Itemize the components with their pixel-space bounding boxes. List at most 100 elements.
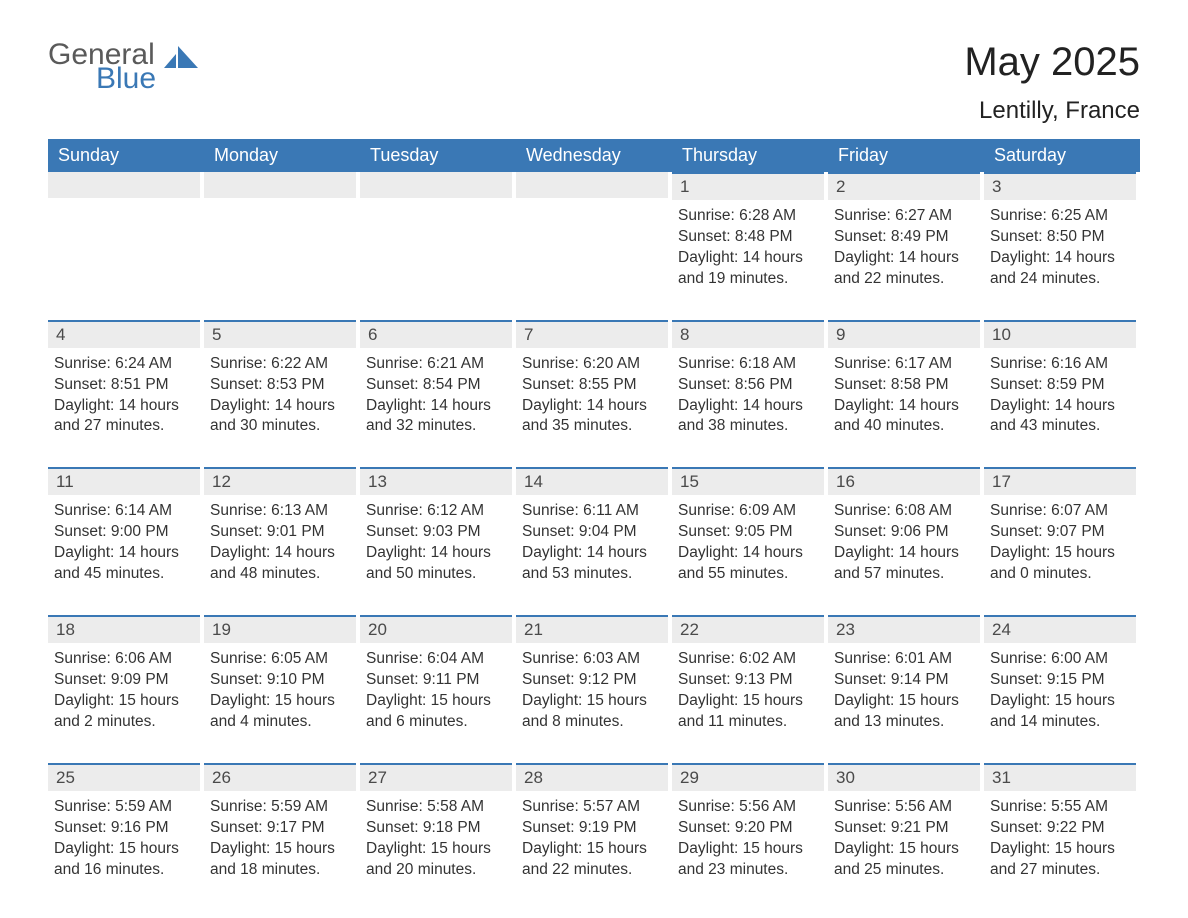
day-body: Sunrise: 6:00 AMSunset: 9:15 PMDaylight:… — [984, 643, 1136, 733]
day-cell: 13Sunrise: 6:12 AMSunset: 9:03 PMDayligh… — [360, 467, 516, 585]
day-number: 2 — [828, 172, 980, 200]
day-header-row: Sunday Monday Tuesday Wednesday Thursday… — [48, 139, 1140, 172]
sunset-text: Sunset: 8:55 PM — [522, 375, 662, 396]
day-cell: 20Sunrise: 6:04 AMSunset: 9:11 PMDayligh… — [360, 615, 516, 733]
dl1-text: Daylight: 15 hours — [834, 839, 974, 860]
dl1-text: Daylight: 15 hours — [678, 691, 818, 712]
dl1-text: Daylight: 14 hours — [834, 248, 974, 269]
day-cell — [516, 172, 672, 290]
week-row: 25Sunrise: 5:59 AMSunset: 9:16 PMDayligh… — [48, 763, 1140, 881]
dl2-text: and 19 minutes. — [678, 269, 818, 290]
day-cell: 11Sunrise: 6:14 AMSunset: 9:00 PMDayligh… — [48, 467, 204, 585]
dl2-text: and 13 minutes. — [834, 712, 974, 733]
sunrise-text: Sunrise: 6:11 AM — [522, 501, 662, 522]
day-number: 22 — [672, 615, 824, 643]
day-body: Sunrise: 6:25 AMSunset: 8:50 PMDaylight:… — [984, 200, 1136, 290]
sunset-text: Sunset: 8:48 PM — [678, 227, 818, 248]
dl2-text: and 6 minutes. — [366, 712, 506, 733]
day-cell: 22Sunrise: 6:02 AMSunset: 9:13 PMDayligh… — [672, 615, 828, 733]
day-body: Sunrise: 6:11 AMSunset: 9:04 PMDaylight:… — [516, 495, 668, 585]
dl1-text: Daylight: 15 hours — [678, 839, 818, 860]
week-row: 4Sunrise: 6:24 AMSunset: 8:51 PMDaylight… — [48, 320, 1140, 438]
dl2-text: and 55 minutes. — [678, 564, 818, 585]
dl1-text: Daylight: 14 hours — [54, 396, 194, 417]
sunrise-text: Sunrise: 5:59 AM — [210, 797, 350, 818]
dl1-text: Daylight: 15 hours — [210, 839, 350, 860]
sunset-text: Sunset: 9:00 PM — [54, 522, 194, 543]
dl2-text: and 30 minutes. — [210, 416, 350, 437]
day-body: Sunrise: 6:03 AMSunset: 9:12 PMDaylight:… — [516, 643, 668, 733]
dl1-text: Daylight: 14 hours — [834, 396, 974, 417]
day-body: Sunrise: 6:28 AMSunset: 8:48 PMDaylight:… — [672, 200, 824, 290]
day-body: Sunrise: 6:13 AMSunset: 9:01 PMDaylight:… — [204, 495, 356, 585]
day-body: Sunrise: 5:56 AMSunset: 9:20 PMDaylight:… — [672, 791, 824, 881]
dl1-text: Daylight: 14 hours — [990, 396, 1130, 417]
sunset-text: Sunset: 8:53 PM — [210, 375, 350, 396]
dl1-text: Daylight: 15 hours — [366, 839, 506, 860]
dl1-text: Daylight: 14 hours — [678, 396, 818, 417]
day-cell: 17Sunrise: 6:07 AMSunset: 9:07 PMDayligh… — [984, 467, 1140, 585]
day-body: Sunrise: 6:06 AMSunset: 9:09 PMDaylight:… — [48, 643, 200, 733]
day-cell: 30Sunrise: 5:56 AMSunset: 9:21 PMDayligh… — [828, 763, 984, 881]
sunrise-text: Sunrise: 6:28 AM — [678, 206, 818, 227]
day-cell: 31Sunrise: 5:55 AMSunset: 9:22 PMDayligh… — [984, 763, 1140, 881]
sunset-text: Sunset: 9:01 PM — [210, 522, 350, 543]
day-body: Sunrise: 6:16 AMSunset: 8:59 PMDaylight:… — [984, 348, 1136, 438]
day-cell: 1Sunrise: 6:28 AMSunset: 8:48 PMDaylight… — [672, 172, 828, 290]
col-friday: Friday — [828, 139, 984, 172]
sunrise-text: Sunrise: 6:08 AM — [834, 501, 974, 522]
day-body: Sunrise: 6:27 AMSunset: 8:49 PMDaylight:… — [828, 200, 980, 290]
dl2-text: and 40 minutes. — [834, 416, 974, 437]
day-number: 6 — [360, 320, 512, 348]
sunset-text: Sunset: 9:15 PM — [990, 670, 1130, 691]
dl1-text: Daylight: 14 hours — [678, 248, 818, 269]
day-cell: 4Sunrise: 6:24 AMSunset: 8:51 PMDaylight… — [48, 320, 204, 438]
sunrise-text: Sunrise: 5:57 AM — [522, 797, 662, 818]
day-number: 15 — [672, 467, 824, 495]
day-body: Sunrise: 6:18 AMSunset: 8:56 PMDaylight:… — [672, 348, 824, 438]
day-cell: 27Sunrise: 5:58 AMSunset: 9:18 PMDayligh… — [360, 763, 516, 881]
sunset-text: Sunset: 9:07 PM — [990, 522, 1130, 543]
col-wednesday: Wednesday — [516, 139, 672, 172]
dl2-text: and 50 minutes. — [366, 564, 506, 585]
day-cell — [360, 172, 516, 290]
dl2-text: and 35 minutes. — [522, 416, 662, 437]
sunrise-text: Sunrise: 5:58 AM — [366, 797, 506, 818]
sunrise-text: Sunrise: 6:13 AM — [210, 501, 350, 522]
sunset-text: Sunset: 9:20 PM — [678, 818, 818, 839]
day-number — [204, 172, 356, 198]
sunrise-text: Sunrise: 6:01 AM — [834, 649, 974, 670]
sunset-text: Sunset: 9:05 PM — [678, 522, 818, 543]
sunset-text: Sunset: 9:14 PM — [834, 670, 974, 691]
dl2-text: and 43 minutes. — [990, 416, 1130, 437]
day-cell: 18Sunrise: 6:06 AMSunset: 9:09 PMDayligh… — [48, 615, 204, 733]
week-row: 11Sunrise: 6:14 AMSunset: 9:00 PMDayligh… — [48, 467, 1140, 585]
day-body: Sunrise: 6:02 AMSunset: 9:13 PMDaylight:… — [672, 643, 824, 733]
day-number: 7 — [516, 320, 668, 348]
day-cell: 25Sunrise: 5:59 AMSunset: 9:16 PMDayligh… — [48, 763, 204, 881]
day-number: 17 — [984, 467, 1136, 495]
logo-word2: Blue — [96, 64, 156, 94]
day-number: 19 — [204, 615, 356, 643]
sunrise-text: Sunrise: 6:17 AM — [834, 354, 974, 375]
day-number: 12 — [204, 467, 356, 495]
day-body: Sunrise: 5:57 AMSunset: 9:19 PMDaylight:… — [516, 791, 668, 881]
day-body: Sunrise: 6:24 AMSunset: 8:51 PMDaylight:… — [48, 348, 200, 438]
day-body: Sunrise: 5:59 AMSunset: 9:17 PMDaylight:… — [204, 791, 356, 881]
sunset-text: Sunset: 8:49 PM — [834, 227, 974, 248]
sunrise-text: Sunrise: 6:09 AM — [678, 501, 818, 522]
day-cell: 16Sunrise: 6:08 AMSunset: 9:06 PMDayligh… — [828, 467, 984, 585]
sunrise-text: Sunrise: 6:04 AM — [366, 649, 506, 670]
dl2-text: and 24 minutes. — [990, 269, 1130, 290]
sunrise-text: Sunrise: 5:59 AM — [54, 797, 194, 818]
day-cell — [204, 172, 360, 290]
dl2-text: and 27 minutes. — [54, 416, 194, 437]
day-number: 3 — [984, 172, 1136, 200]
dl2-text: and 14 minutes. — [990, 712, 1130, 733]
dl2-text: and 57 minutes. — [834, 564, 974, 585]
day-number: 23 — [828, 615, 980, 643]
dl2-text: and 45 minutes. — [54, 564, 194, 585]
day-number: 13 — [360, 467, 512, 495]
dl1-text: Daylight: 14 hours — [522, 396, 662, 417]
week-gap — [48, 290, 1140, 320]
